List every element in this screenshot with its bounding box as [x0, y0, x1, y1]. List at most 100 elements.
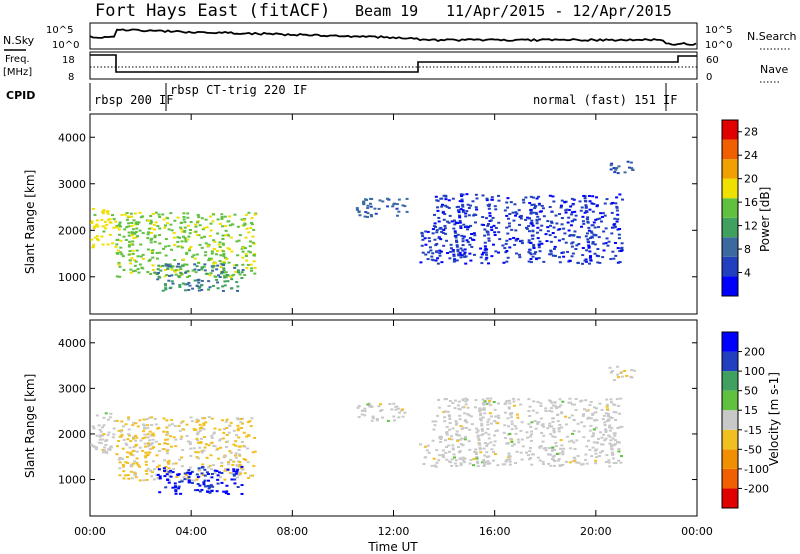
echo-cell	[174, 492, 178, 495]
echo-cell	[225, 426, 229, 429]
echo-cell	[134, 260, 138, 263]
echo-cell	[157, 213, 161, 216]
echo-cell	[610, 417, 614, 420]
echo-cell	[553, 454, 557, 457]
echo-cell	[564, 415, 568, 418]
echo-cell	[148, 439, 152, 442]
echo-cell	[197, 216, 201, 219]
echo-cell	[467, 214, 471, 217]
echo-cell	[176, 265, 180, 268]
freq-label-line2: [MHz]	[3, 67, 32, 78]
echo-cell	[427, 237, 431, 240]
echo-cell	[559, 439, 563, 442]
echo-cell	[202, 235, 206, 238]
colorbar-segment	[722, 429, 738, 450]
echo-cell	[220, 272, 224, 275]
echo-cell	[132, 471, 136, 474]
echo-cell	[146, 427, 150, 430]
echo-cell	[458, 216, 462, 219]
echo-cell	[194, 225, 198, 228]
echo-cell	[236, 269, 240, 272]
echo-cell	[162, 448, 166, 451]
echo-cell	[556, 459, 560, 462]
echo-cell	[138, 446, 142, 449]
echo-cell	[208, 491, 212, 494]
echo-cell	[493, 440, 497, 443]
echo-cell	[166, 222, 170, 225]
echo-cell	[179, 228, 183, 231]
echo-cell	[167, 481, 171, 484]
echo-cell	[124, 442, 128, 445]
echo-cell	[587, 244, 591, 247]
echo-cell	[370, 215, 374, 218]
echo-cell	[234, 270, 238, 273]
echo-cell	[131, 243, 135, 246]
echo-cell	[165, 419, 169, 422]
echo-cell	[442, 228, 446, 231]
echo-cell	[97, 424, 101, 427]
echo-cell	[195, 437, 199, 440]
echo-cell	[425, 449, 429, 452]
echo-cell	[151, 256, 155, 259]
echo-cell	[444, 204, 448, 207]
echo-cell	[368, 202, 372, 205]
echo-cell	[141, 437, 145, 440]
echo-cell	[118, 275, 122, 278]
echo-cell	[401, 415, 405, 418]
echo-cell	[438, 254, 442, 257]
nsearch-tick-top: 10^5	[705, 25, 732, 36]
echo-cell	[591, 210, 595, 213]
echo-cell	[433, 238, 437, 241]
echo-cell	[611, 457, 615, 460]
echo-cell	[243, 223, 247, 226]
echo-cell	[99, 430, 103, 433]
echo-cell	[540, 242, 544, 245]
echo-cell	[611, 250, 615, 253]
echo-cell	[586, 240, 590, 243]
echo-cell	[477, 439, 481, 442]
echo-cell	[94, 448, 98, 451]
echo-cell	[478, 407, 482, 410]
echo-cell	[584, 399, 588, 402]
echo-cell	[588, 208, 592, 211]
echo-cell	[535, 231, 539, 234]
y-tick-label: 2000	[58, 428, 86, 441]
echo-cell	[210, 250, 214, 253]
echo-cell	[597, 226, 601, 229]
echo-cell	[526, 436, 530, 439]
echo-cell	[444, 398, 448, 401]
echo-cell	[446, 410, 450, 413]
echo-cell	[617, 441, 621, 444]
echo-cell	[200, 472, 204, 475]
echo-cell	[230, 287, 234, 290]
echo-cell	[246, 421, 250, 424]
echo-cell	[600, 408, 604, 411]
echo-cell	[93, 213, 97, 216]
echo-cell	[572, 456, 576, 459]
echo-cell	[187, 235, 191, 238]
echo-cell	[118, 457, 122, 460]
echo-cell	[451, 444, 455, 447]
echo-cell	[615, 220, 619, 223]
echo-cell	[424, 243, 428, 246]
echo-cell	[572, 403, 576, 406]
echo-cell	[101, 438, 105, 441]
echo-cell	[542, 215, 546, 218]
echo-cell	[220, 271, 224, 274]
echo-cell	[438, 249, 442, 252]
echo-cell	[496, 429, 500, 432]
echo-cell	[170, 229, 174, 232]
colorbar-tick-label: -200	[744, 482, 769, 495]
echo-cell	[187, 476, 191, 479]
echo-cell	[131, 454, 135, 457]
echo-cell	[602, 249, 606, 252]
nsky-tick-bottom: 10^0	[52, 40, 79, 51]
echo-cell	[150, 471, 154, 474]
echo-cell	[448, 400, 452, 403]
echo-cell	[482, 407, 486, 410]
echo-cell	[149, 227, 153, 230]
echo-cell	[456, 222, 460, 225]
nsky-label: N.Sky	[3, 34, 35, 47]
echo-cell	[587, 229, 591, 232]
echo-cell	[577, 236, 581, 239]
